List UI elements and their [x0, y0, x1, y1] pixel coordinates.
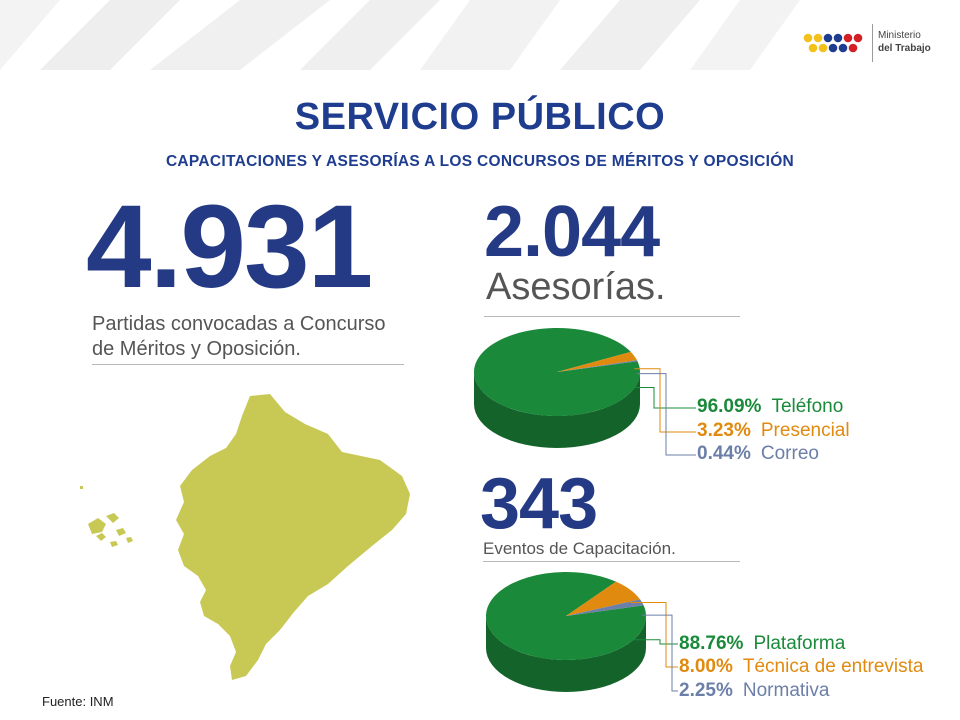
logo-dot [833, 33, 843, 43]
logo-dot [808, 43, 818, 53]
deco-chevron [560, 0, 700, 70]
deco-chevron [420, 0, 560, 70]
logo-text-line1: Ministerio [878, 30, 921, 41]
logo-dots-icon [803, 33, 863, 53]
logo-dot [838, 43, 848, 53]
pie-slice-2 [557, 360, 638, 372]
pie-side-0 [474, 372, 640, 448]
deco-chevron [150, 0, 330, 70]
island-shape [116, 528, 126, 536]
legend-label: Teléfono [771, 396, 844, 417]
legend-label: Plataforma [753, 633, 846, 654]
source-note: Fuente: INM [42, 694, 114, 709]
legend-presencial: 3.23% Presencial [697, 420, 850, 442]
island-shape [96, 533, 106, 541]
legend-value: 3.23% [697, 420, 751, 441]
island-shape [110, 541, 118, 547]
pie-slice-2 [566, 599, 644, 616]
partidas-caption-line1: Partidas convocadas a Concurso [92, 313, 386, 335]
logo-dot [813, 33, 823, 43]
logo-dot [853, 33, 863, 43]
divider-left [92, 364, 404, 365]
header-decoration [0, 0, 800, 70]
legend-plataforma: 88.76% Plataforma [679, 633, 845, 655]
legend-value: 88.76% [679, 633, 744, 654]
logo-separator [872, 24, 873, 62]
deco-chevron [0, 0, 60, 70]
island-shape [126, 537, 133, 543]
ministerio-logo: Ministerio del Trabajo [802, 22, 942, 66]
asesorias-number: 2.044 [484, 192, 660, 272]
eventos-label: Eventos de Capacitación. [483, 539, 676, 558]
island-shape [80, 486, 83, 489]
legend-label: Correo [760, 443, 819, 464]
pie-leader-2 [637, 373, 696, 456]
partidas-caption: Partidas convocadas a Concurso de Mérito… [92, 312, 386, 362]
island-shape [106, 513, 119, 523]
legend-value: 2.25% [679, 680, 733, 701]
legend-label: Normativa [742, 680, 830, 701]
pie-slice-0 [473, 328, 640, 416]
deco-chevron [690, 0, 800, 70]
legend-telefono: 96.09% Teléfono [697, 396, 843, 418]
asesorias-pie-chart [473, 328, 696, 456]
eventos-number: 343 [480, 464, 598, 544]
legend-value: 96.09% [697, 396, 762, 417]
logo-text-line2: del Trabajo [878, 43, 931, 54]
divider-asesorias [484, 316, 740, 317]
pie-slice-1 [566, 581, 641, 616]
legend-label: Técnica de entrevista [742, 656, 924, 677]
pie-leader-0 [498, 639, 678, 645]
mainland-shape [176, 394, 410, 680]
asesorias-label: Asesorías. [486, 266, 666, 308]
legend-tecnica: 8.00% Técnica de entrevista [679, 656, 923, 678]
logo-dot [828, 43, 838, 53]
page-title: SERVICIO PÚBLICO [294, 96, 666, 138]
legend-correo: 0.44% Correo [697, 443, 819, 465]
logo-dot [843, 33, 853, 43]
page-subtitle: CAPACITACIONES Y ASESORÍAS A LOS CONCURS… [165, 153, 795, 170]
logo-dot [803, 33, 813, 43]
logo-dot [823, 33, 833, 43]
deco-chevron [300, 0, 440, 70]
divider-eventos [483, 561, 740, 562]
island-shape [88, 518, 106, 534]
capacitacion-pie-chart [486, 572, 678, 692]
legend-value: 8.00% [679, 656, 733, 677]
partidas-number: 4.931 [86, 181, 373, 313]
pie-slice-1 [557, 351, 637, 372]
ecuador-map [80, 394, 410, 680]
logo-dot [818, 43, 828, 53]
pie-leader-2 [642, 614, 678, 692]
deco-chevron [40, 0, 180, 70]
partidas-caption-line2: de Méritos y Oposición. [92, 338, 301, 360]
logo-dot [848, 43, 858, 53]
legend-value: 0.44% [697, 443, 751, 464]
legend-normativa: 2.25% Normativa [679, 680, 829, 702]
pie-leader-0 [479, 386, 696, 409]
legend-label: Presencial [760, 420, 850, 441]
pie-leader-1 [634, 368, 696, 433]
pie-side-0 [486, 616, 646, 692]
